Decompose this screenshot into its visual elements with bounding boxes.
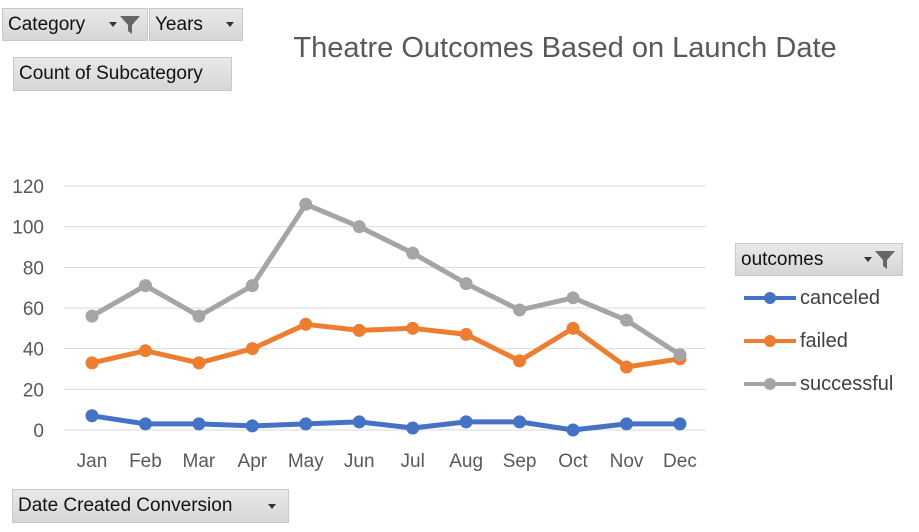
series-line-canceled xyxy=(89,413,683,433)
data-point-canceled[interactable] xyxy=(459,415,473,429)
y-tick-label: 40 xyxy=(23,340,44,361)
legend-swatch-canceled xyxy=(744,292,796,304)
data-point-canceled[interactable] xyxy=(513,415,527,429)
x-tick-label: Jan xyxy=(77,451,108,472)
outcomes-filter-button[interactable]: outcomes xyxy=(735,243,903,276)
gridlines xyxy=(64,185,706,431)
legend-item-canceled[interactable]: canceled xyxy=(742,286,880,310)
data-point-failed[interactable] xyxy=(513,354,527,368)
category-filter-label: Category xyxy=(8,13,86,35)
x-tick-label: Apr xyxy=(238,451,268,472)
data-point-canceled[interactable] xyxy=(299,417,313,431)
category-filter-button[interactable]: Category xyxy=(2,8,148,41)
legend-swatch-successful xyxy=(744,378,796,390)
data-point-failed[interactable] xyxy=(620,360,633,374)
series-line-failed xyxy=(89,321,683,370)
x-tick-label: Mar xyxy=(183,451,216,472)
data-point-failed[interactable] xyxy=(566,321,580,335)
data-point-canceled[interactable] xyxy=(406,421,420,435)
data-point-failed[interactable] xyxy=(192,356,206,370)
filter-icon xyxy=(120,15,140,34)
values-field-label: Count of Subcategory xyxy=(19,63,203,84)
series-line-successful xyxy=(89,201,683,358)
data-point-failed[interactable] xyxy=(406,321,420,335)
x-tick-label: Jul xyxy=(401,451,425,472)
y-axis-tick-labels: 0 20 40 60 80 100 120 xyxy=(12,177,44,442)
data-point-failed[interactable] xyxy=(299,317,313,331)
data-point-canceled[interactable] xyxy=(673,417,687,431)
series-failed xyxy=(85,317,687,374)
dropdown-arrow-icon xyxy=(268,503,276,509)
outcomes-filter-label: outcomes xyxy=(741,248,824,270)
data-point-canceled[interactable] xyxy=(138,417,152,431)
series-successful xyxy=(85,197,687,362)
series-canceled xyxy=(85,409,687,437)
y-tick-label: 20 xyxy=(23,380,44,401)
y-tick-label: 100 xyxy=(12,218,44,239)
data-point-successful[interactable] xyxy=(406,246,420,260)
x-tick-label: Nov xyxy=(610,451,644,472)
legend-item-failed[interactable]: failed xyxy=(742,329,848,353)
dropdown-arrow-icon xyxy=(226,22,234,27)
x-tick-label: Feb xyxy=(129,451,162,472)
data-point-successful[interactable] xyxy=(352,220,366,234)
y-tick-label: 60 xyxy=(23,299,44,320)
data-point-successful[interactable] xyxy=(85,309,99,323)
data-point-successful[interactable] xyxy=(299,197,313,211)
values-field-button[interactable]: Count of Subcategory xyxy=(13,57,232,91)
axis-field-button[interactable]: Date Created Conversion xyxy=(12,489,289,523)
data-point-canceled[interactable] xyxy=(245,419,259,433)
axis-field-label: Date Created Conversion xyxy=(18,495,233,516)
legend-swatch-failed xyxy=(744,335,796,347)
data-point-successful[interactable] xyxy=(513,303,527,317)
legend-item-successful[interactable]: successful xyxy=(742,372,893,396)
dropdown-arrow-icon xyxy=(864,257,872,262)
dropdown-arrow-icon xyxy=(109,22,117,27)
x-tick-label: Aug xyxy=(449,451,483,472)
data-point-canceled[interactable] xyxy=(192,417,206,431)
x-tick-label: Sep xyxy=(503,451,537,472)
data-point-canceled[interactable] xyxy=(620,417,633,431)
legend-label-failed: failed xyxy=(800,329,848,352)
data-point-successful[interactable] xyxy=(245,279,259,293)
y-tick-label: 120 xyxy=(12,177,44,198)
data-point-successful[interactable] xyxy=(673,348,687,362)
data-point-successful[interactable] xyxy=(459,277,473,291)
data-point-successful[interactable] xyxy=(138,279,152,293)
years-filter-label: Years xyxy=(155,13,203,35)
filter-icon xyxy=(875,250,895,269)
legend-label-canceled: canceled xyxy=(800,286,881,309)
data-point-failed[interactable] xyxy=(138,344,152,358)
data-point-failed[interactable] xyxy=(352,323,366,337)
data-point-failed[interactable] xyxy=(245,342,259,356)
y-tick-label: 80 xyxy=(23,258,44,279)
data-point-canceled[interactable] xyxy=(566,423,580,437)
data-point-successful[interactable] xyxy=(192,309,206,323)
data-point-failed[interactable] xyxy=(459,327,473,341)
x-tick-label: Oct xyxy=(558,451,588,472)
data-point-canceled[interactable] xyxy=(85,409,99,423)
series-lines xyxy=(85,197,687,437)
data-point-successful[interactable] xyxy=(620,313,633,327)
years-filter-button[interactable]: Years xyxy=(149,8,243,41)
data-point-failed[interactable] xyxy=(85,356,99,370)
chart-title: Theatre Outcomes Based on Launch Date xyxy=(293,32,837,64)
legend-label-successful: successful xyxy=(800,372,894,395)
data-point-successful[interactable] xyxy=(566,291,580,305)
data-point-canceled[interactable] xyxy=(352,415,366,429)
x-axis-tick-labels: Jan Feb Mar Apr May Jun Jul Aug Sep Oct Nov Dec xyxy=(77,451,697,472)
x-tick-label: Dec xyxy=(663,451,697,472)
y-tick-label: 0 xyxy=(33,421,44,442)
x-tick-label: May xyxy=(288,451,324,472)
x-tick-label: Jun xyxy=(344,451,375,472)
